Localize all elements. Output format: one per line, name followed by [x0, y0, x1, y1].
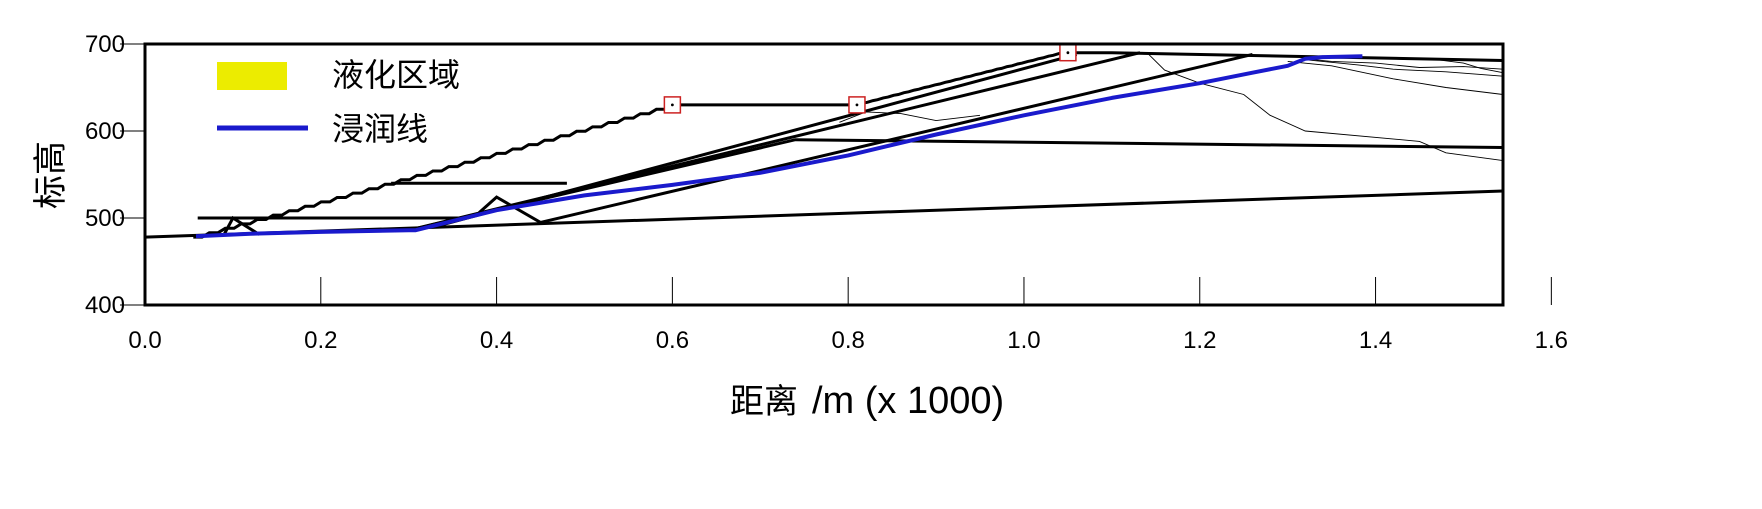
- legend-swatch-liquefaction: [217, 62, 287, 90]
- legend-label-liquefaction: 液化区域: [332, 56, 460, 94]
- y-tick-label: 500: [85, 205, 125, 232]
- x-tick-label: 1.4: [1359, 327, 1392, 354]
- interlayer-line: [408, 138, 1504, 232]
- tick-labels: 0.0 0.2 0.4 0.6 0.8 1.0 1.2 1.4 1.6 400 500 600 700: [85, 31, 1568, 354]
- inner-dam-face: [434, 52, 1078, 229]
- x-tick-label: 0.4: [480, 327, 513, 354]
- contour-line: [1146, 52, 1504, 162]
- toe-dike: [222, 215, 261, 236]
- y-tick-label: 400: [85, 292, 125, 319]
- y-tick-label: 600: [85, 118, 125, 145]
- x-axis-title: 距离: [730, 382, 798, 422]
- x-tick-label: 1.6: [1535, 327, 1568, 354]
- series-line-phreatic: [195, 54, 1363, 239]
- toe-dike: [478, 195, 542, 224]
- marker-dot: [855, 103, 859, 107]
- contour-line: [839, 111, 981, 123]
- x-axis-unit: /m (x 1000): [812, 380, 1004, 422]
- plot-frame: [143, 42, 1505, 307]
- outer-slope-face-lower: [193, 103, 674, 239]
- contour-line: [1287, 60, 1504, 95]
- x-tick-label: 0.8: [831, 327, 864, 354]
- contour-line: [1305, 58, 1504, 70]
- phreatic-line-series: [195, 54, 1363, 239]
- marker-dot: [1066, 51, 1070, 55]
- x-tick-label: 1.2: [1183, 327, 1216, 354]
- inner-dam-face: [540, 52, 1253, 224]
- y-tick-label: 700: [85, 31, 125, 58]
- contour-lines: [839, 52, 1504, 162]
- y-axis-title: 标高: [31, 141, 71, 209]
- marker-dot: [670, 103, 674, 107]
- legend-label-phreatic-line: 浸润线: [332, 110, 428, 148]
- legend: 液化区域 浸润线: [217, 56, 460, 148]
- x-tick-label: 0.2: [304, 327, 337, 354]
- x-tick-label: 1.0: [1007, 327, 1040, 354]
- x-tick-label: 0.0: [128, 327, 161, 354]
- contour-line: [1393, 57, 1504, 74]
- axis-ticks: [120, 43, 1552, 306]
- x-tick-label: 0.6: [656, 327, 689, 354]
- contour-line: [1305, 59, 1504, 77]
- outer-slope-face-upper: [856, 51, 1504, 107]
